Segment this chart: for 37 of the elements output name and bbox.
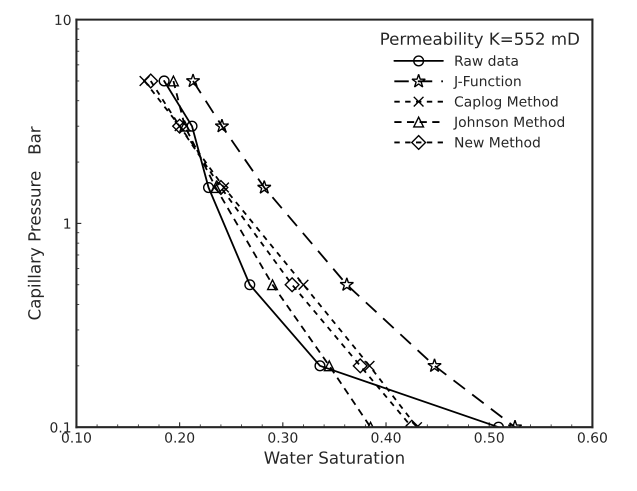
- point: [186, 73, 200, 88]
- legend-title: Permeability K=552 mD: [381, 32, 579, 48]
- point: [314, 360, 326, 372]
- point: [352, 358, 368, 374]
- point: [266, 279, 278, 290]
- point: [158, 75, 170, 87]
- x-tick-label: 0.30: [268, 432, 298, 443]
- point: [256, 180, 272, 194]
- y-tick-label: 1: [64, 218, 70, 229]
- y-axis-title: Capillary Pressure Bar: [28, 126, 44, 320]
- point: [284, 277, 300, 292]
- legend-label: Caplog Method: [454, 96, 558, 110]
- point: [143, 73, 158, 89]
- legend-label: Raw data: [455, 55, 518, 66]
- point: [244, 279, 256, 290]
- point: [202, 182, 214, 194]
- x-tick-label: 0.50: [474, 432, 504, 443]
- x-tick-label: 0.40: [371, 432, 401, 443]
- x-tick-label: 0.10: [62, 432, 91, 443]
- point: [186, 120, 198, 132]
- point: [213, 180, 228, 196]
- point: [298, 279, 310, 290]
- point: [324, 360, 335, 372]
- legend-label: J-Function: [453, 76, 521, 89]
- y-tick-label: 10: [55, 14, 71, 26]
- point: [427, 358, 442, 372]
- point: [214, 118, 230, 132]
- point: [340, 277, 354, 292]
- x-axis-title: Water Saturation: [264, 451, 404, 464]
- point: [364, 360, 376, 372]
- y-tick-label: 0.1: [50, 422, 70, 433]
- x-tick-label: 0.20: [165, 432, 194, 443]
- legend-label: Johnson Method: [453, 116, 564, 130]
- x-tick-label: 0.60: [578, 432, 607, 443]
- point: [168, 75, 179, 87]
- legend-label: New Method: [455, 136, 540, 148]
- point: [138, 75, 150, 87]
